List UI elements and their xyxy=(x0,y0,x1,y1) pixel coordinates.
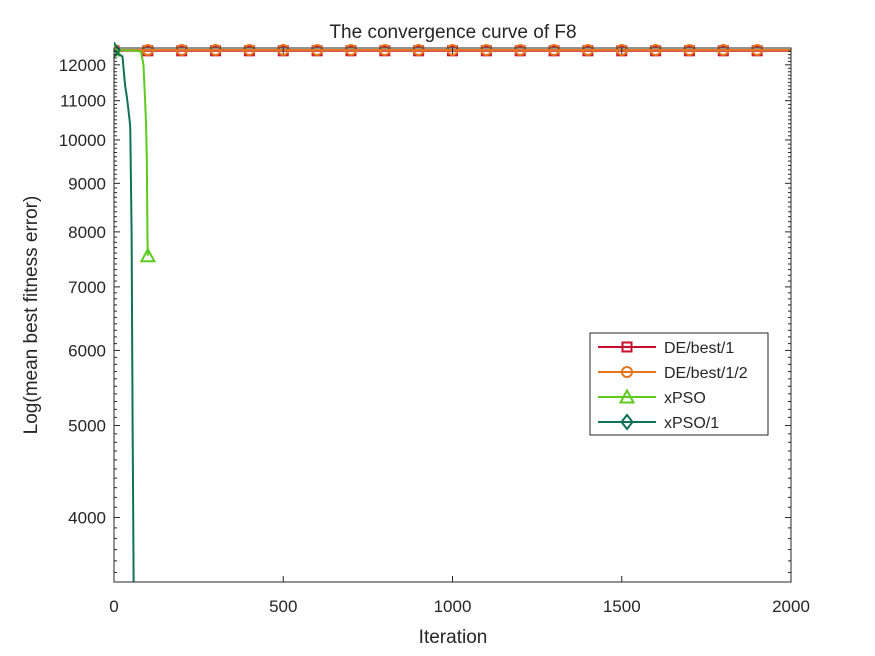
x-axis-label: Iteration xyxy=(419,627,488,648)
x-tick-label: 0 xyxy=(109,597,118,616)
y-tick-label: 10000 xyxy=(59,131,106,150)
legend-marker-de-best-1-2 xyxy=(621,366,633,378)
series-marker-de-best-1-2 xyxy=(581,43,594,56)
series-marker-de-best-1-2 xyxy=(344,43,357,56)
y-tick-label: 7000 xyxy=(68,278,106,297)
legend-marker-xpso xyxy=(618,388,636,404)
chart-title: The convergence curve of F8 xyxy=(329,22,576,43)
series-marker-de-best-1-2 xyxy=(480,43,493,56)
legend-box xyxy=(589,332,769,436)
series-marker-de-best-1-2 xyxy=(378,43,391,56)
series-marker-de-best-1-2 xyxy=(412,43,425,56)
series-marker-xpso xyxy=(139,247,157,263)
y-tick-label: 12000 xyxy=(59,56,106,75)
series-marker-de-best-1-2 xyxy=(751,43,764,56)
series-marker-de-best-1-2 xyxy=(683,43,696,56)
series-line-xpso-1 xyxy=(114,49,135,582)
x-tick-label: 500 xyxy=(269,597,297,616)
y-tick-label: 4000 xyxy=(68,508,106,527)
series-marker-de-best-1-2 xyxy=(615,43,628,56)
axis-ticks: 0 500 1000 1500 2000 4000 5000 6000 7000 8000 9000… xyxy=(59,48,810,616)
legend-label-de-best-1: DE/best/1 xyxy=(664,340,734,357)
x-tick-label: 1000 xyxy=(434,597,472,616)
series-marker-de-best-1-2 xyxy=(446,43,459,56)
y-axis-label: Log(mean best fitness error) xyxy=(21,196,42,435)
y-tick-label: 9000 xyxy=(68,174,106,193)
x-tick-label: 2000 xyxy=(772,597,810,616)
legend-label-de-best-1-2: DE/best/1/2 xyxy=(664,365,748,382)
plot-area xyxy=(114,41,791,582)
series-marker-xpso xyxy=(114,41,123,57)
legend: DE/best/1 DE/best/1/2 xPSO xPSO/1 xyxy=(589,332,769,436)
series-marker-de-best-1-2 xyxy=(141,43,154,56)
y-tick-label: 5000 xyxy=(68,417,106,436)
series-line-xpso xyxy=(114,48,149,256)
legend-marker-de-best-1 xyxy=(621,341,633,353)
y-tick-label: 8000 xyxy=(68,223,106,242)
series-marker-de-best-1-2 xyxy=(514,43,527,56)
series-marker-de-best-1-2 xyxy=(717,43,730,56)
y-tick-label: 11000 xyxy=(60,92,106,111)
series-marker-de-best-1-2 xyxy=(548,43,561,56)
axes-box xyxy=(113,47,792,583)
legend-label-xpso: xPSO xyxy=(664,390,706,407)
series-marker-de-best-1-2 xyxy=(175,43,188,56)
series-marker-de-best-1-2 xyxy=(243,43,256,56)
series-marker-de-best-1-2 xyxy=(277,43,290,56)
series-marker-de-best-1-2 xyxy=(311,43,324,56)
legend-marker-xpso-1 xyxy=(620,413,634,431)
series-marker-de-best-1-2 xyxy=(209,43,222,56)
x-tick-label: 1500 xyxy=(603,597,641,616)
y-tick-label: 6000 xyxy=(68,341,106,360)
legend-label-xpso-1: xPSO/1 xyxy=(664,415,719,432)
series-marker-de-best-1-2 xyxy=(649,43,662,56)
